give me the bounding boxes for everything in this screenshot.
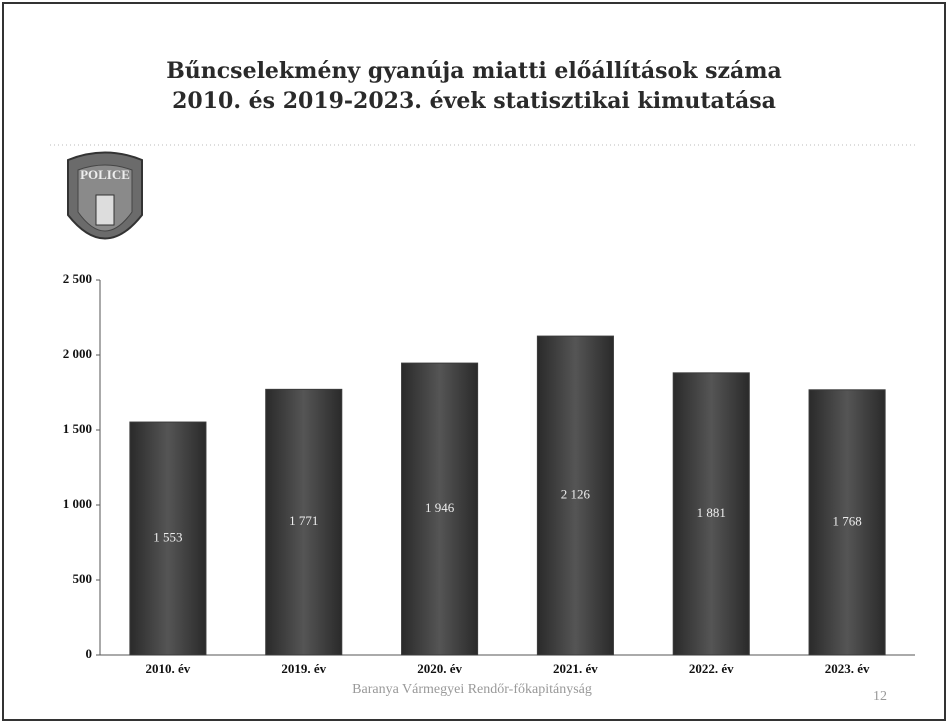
y-tick-label: 2 000 [63,346,92,361]
y-tick-label: 0 [86,646,93,661]
footer: Baranya Vármegyei Rendőr-főkapitányság [352,682,592,697]
chart-title: Bűncselekmény gyanúja miatti előállításo… [166,58,782,84]
chart-subtitle: 2010. és 2019-2023. évek statisztikai ki… [172,88,776,114]
x-tick-label: 2020. év [417,661,462,676]
x-tick-label: 2021. év [553,661,598,676]
x-tick-label: 2022. év [689,661,734,676]
x-tick-label: 2019. év [281,661,326,676]
logo-text: POLICE [80,167,130,182]
value-label: 1 553 [153,530,182,545]
y-tick-label: 1 000 [63,496,92,511]
y-tick-label: 2 500 [63,271,92,286]
page-number: 12 [873,689,887,704]
police-logo: POLICE [68,153,142,239]
value-label: 1 946 [425,500,455,515]
x-tick-label: 2023. év [825,661,870,676]
slide: Bűncselekmény gyanúja miatti előállításo… [0,0,948,723]
value-label: 2 126 [561,487,591,502]
value-label: 1 771 [289,513,318,528]
y-tick-label: 1 500 [63,421,92,436]
value-label: 1 881 [697,505,726,520]
y-tick-label: 500 [73,571,93,586]
x-tick-label: 2010. év [146,661,191,676]
value-label: 1 768 [832,513,861,528]
